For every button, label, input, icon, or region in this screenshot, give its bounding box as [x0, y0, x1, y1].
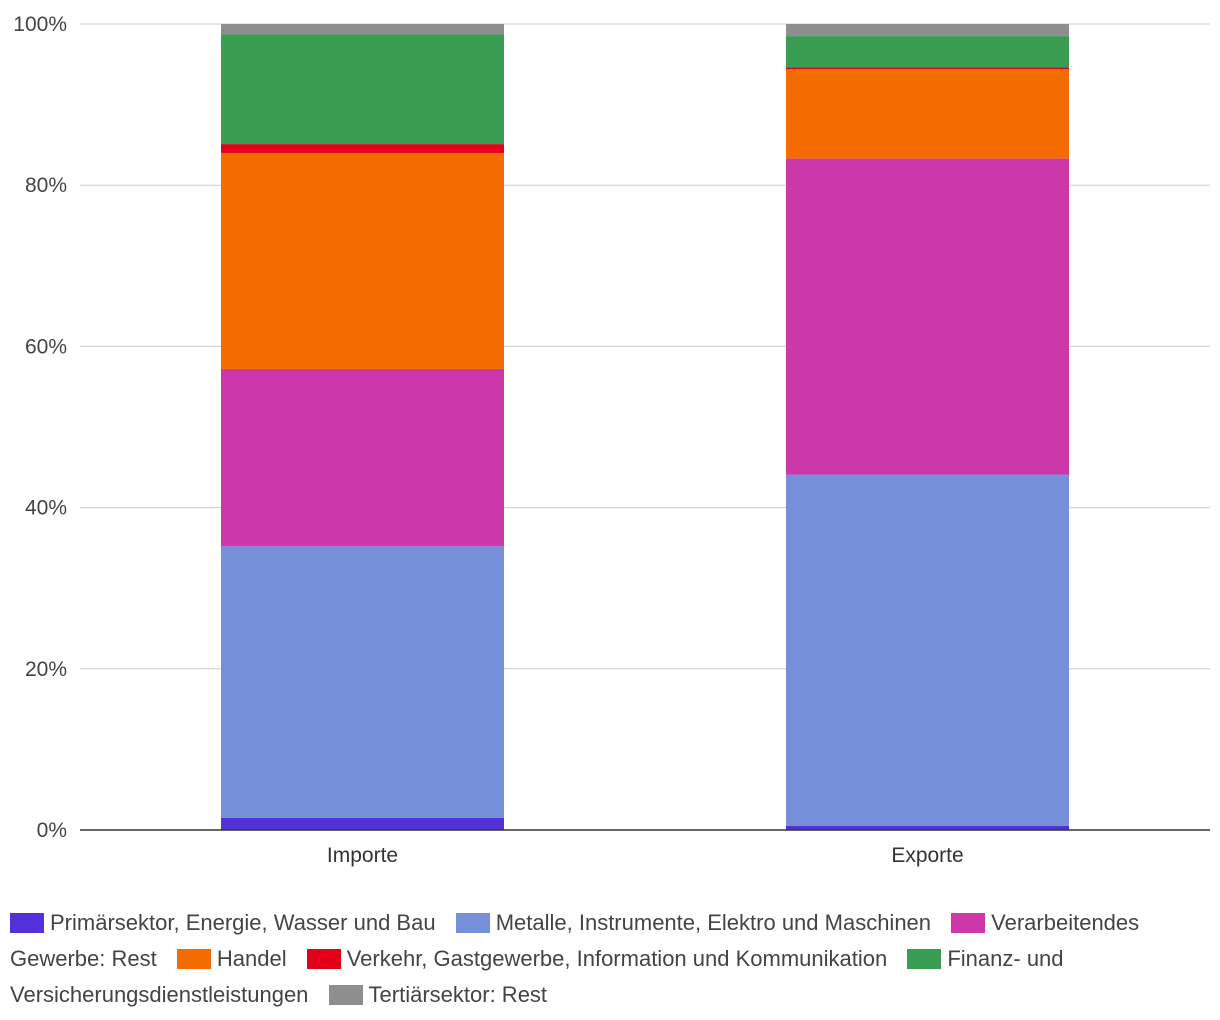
- bar-segment: [221, 34, 504, 145]
- x-category-label: Importe: [327, 844, 398, 867]
- bar-segment: [221, 368, 504, 547]
- bar-segment: [786, 36, 1069, 68]
- legend-swatch: [10, 913, 44, 933]
- legend-label: Verkehr, Gastgewerbe, Information und Ko…: [346, 946, 888, 971]
- legend-item: Handel: [176, 946, 287, 971]
- legend-item: Tertiärsektor: Rest: [328, 982, 548, 1007]
- legend-item: Verkehr, Gastgewerbe, Information und Ko…: [306, 946, 888, 971]
- stacked-bar-chart: 0% 20% 40% 60% 80% 100% Importe Exporte: [13, 13, 1210, 867]
- bar-segment: [786, 67, 1069, 70]
- y-tick-label: 20%: [25, 658, 67, 681]
- y-tick-label: 100%: [13, 13, 67, 36]
- legend-swatch: [176, 949, 211, 969]
- legend-swatch: [951, 913, 986, 933]
- y-tick-label: 40%: [25, 497, 67, 520]
- x-category-label: Exporte: [891, 844, 963, 867]
- legend-label: Tertiärsektor: Rest: [368, 982, 548, 1007]
- y-tick-label: 80%: [25, 174, 67, 197]
- bar-segment: [221, 546, 504, 818]
- legend-item: Metalle, Instrumente, Elektro und Maschi…: [455, 910, 932, 935]
- bars: [221, 24, 1069, 830]
- legend-item: Verarbeitendes Gewerbe: Rest: [10, 910, 1139, 971]
- bar-segment: [786, 158, 1069, 475]
- legend-swatch: [455, 913, 490, 933]
- legend-label: Metalle, Instrumente, Elektro und Maschi…: [495, 910, 932, 935]
- bar-segment: [786, 69, 1069, 159]
- legend-label: Handel: [216, 946, 287, 971]
- bar-segment: [221, 24, 504, 35]
- legend: Primärsektor, Energie, Wasser und Bau Me…: [10, 905, 1210, 1013]
- legend-label: Finanz- und Versicherungsdienstleistunge…: [10, 946, 1064, 1007]
- bar-segment: [221, 144, 504, 153]
- legend-item: Primärsektor, Energie, Wasser und Bau: [10, 910, 436, 935]
- y-tick-label: 0%: [37, 819, 67, 842]
- y-tick-label: 60%: [25, 335, 67, 358]
- legend-swatch: [306, 949, 341, 969]
- y-axis-ticks: 0% 20% 40% 60% 80% 100%: [13, 13, 67, 842]
- bar-segment: [221, 817, 504, 830]
- legend-swatch: [328, 985, 363, 1005]
- bar-segment: [786, 24, 1069, 37]
- legend-swatch: [907, 949, 942, 969]
- legend-item: Finanz- und Versicherungsdienstleistunge…: [10, 946, 1064, 1007]
- bar-segment: [221, 152, 504, 369]
- bar-segment: [786, 474, 1069, 826]
- x-axis-labels: Importe Exporte: [327, 844, 964, 867]
- legend-label: Primärsektor, Energie, Wasser und Bau: [50, 910, 436, 935]
- legend-label: Verarbeitendes Gewerbe: Rest: [10, 910, 1140, 971]
- bar-segment: [786, 825, 1069, 830]
